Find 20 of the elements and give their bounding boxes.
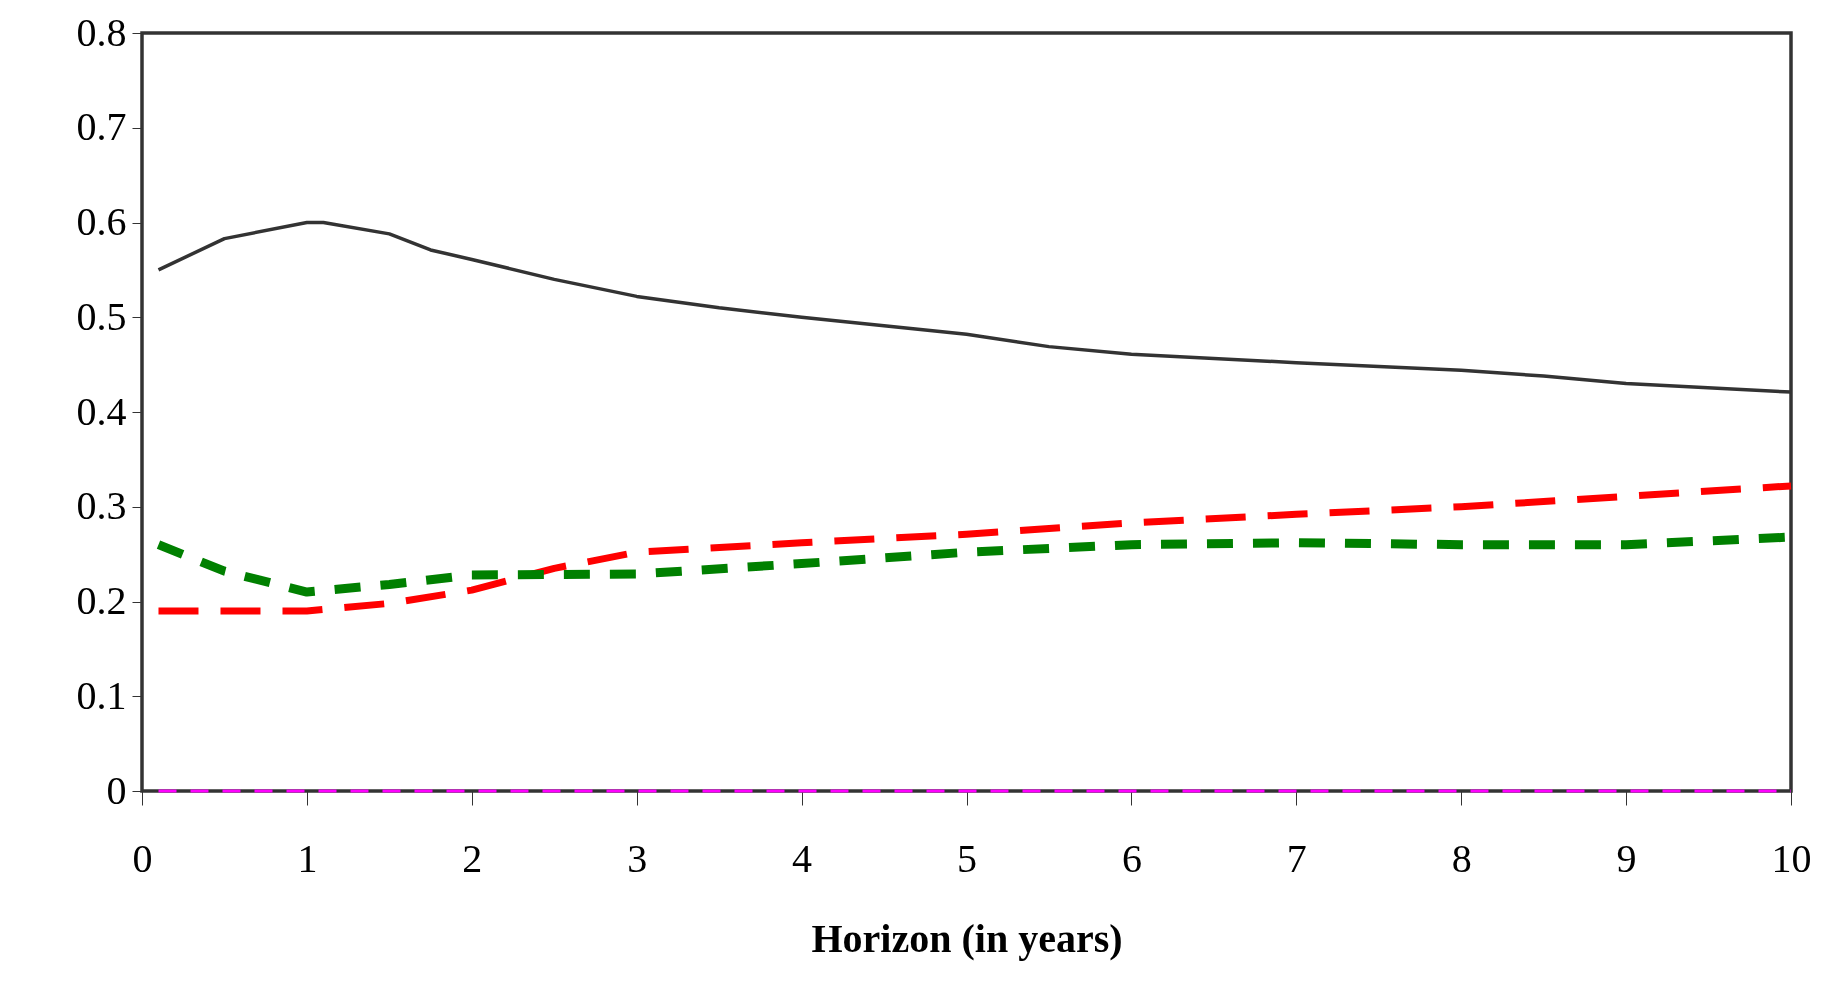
x-tick-label: 7	[1286, 835, 1307, 881]
y-tick-label: 0.3	[76, 483, 127, 529]
y-tick-label: 0.2	[76, 578, 127, 623]
y-tick-label: 0.8	[76, 9, 127, 55]
x-tick-label: 5	[957, 835, 977, 881]
x-tick-label: 3	[627, 835, 648, 881]
x-tick-label: 8	[1451, 835, 1472, 881]
x-tick-label: 10	[1771, 835, 1812, 881]
x-tick-label: 4	[792, 835, 813, 881]
y-tick-label: 0.4	[76, 388, 127, 434]
y-tick-label: 0.1	[76, 672, 127, 718]
x-tick-label: 9	[1616, 835, 1637, 881]
x-axis-title: Horizon (in years)	[811, 915, 1123, 961]
y-tick-label: 0	[106, 767, 127, 813]
x-tick-label: 1	[297, 835, 318, 881]
y-tick-label: 0.7	[76, 104, 127, 150]
x-tick-label: 2	[462, 835, 483, 881]
y-tick-label: 0.6	[76, 199, 127, 244]
x-tick-label: 6	[1121, 835, 1142, 881]
y-tick-label: 0.5	[76, 293, 127, 339]
